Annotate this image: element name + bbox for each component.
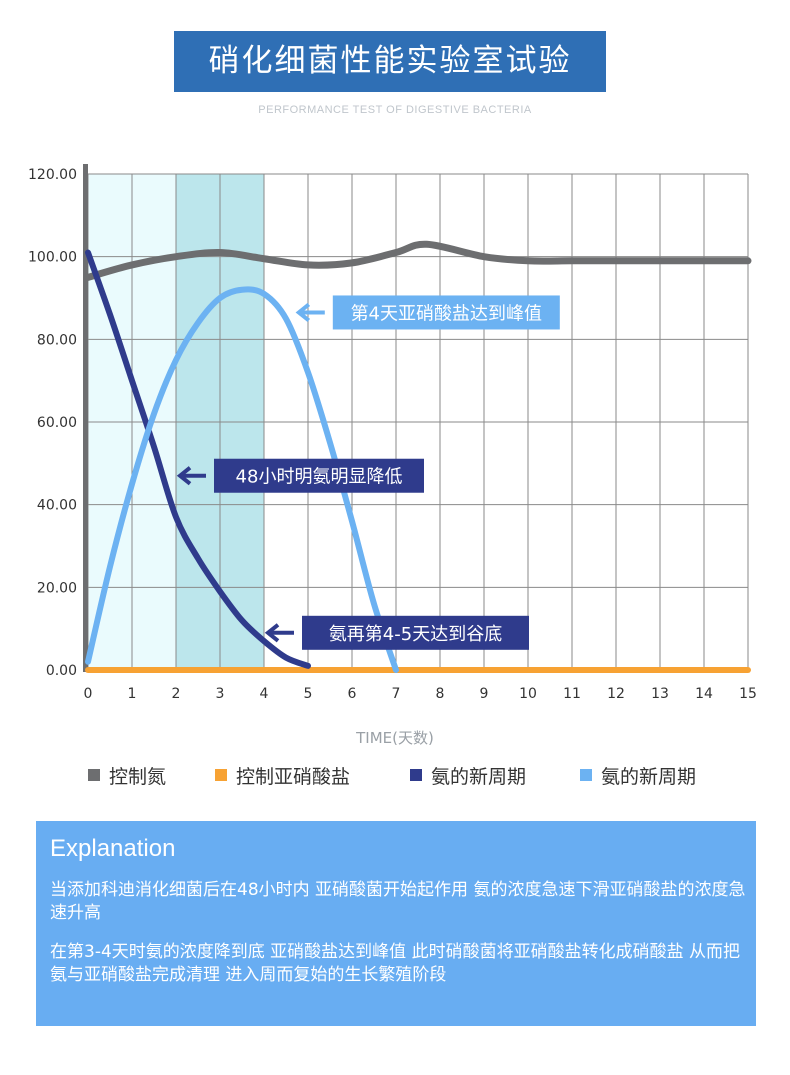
series-line-ammonia <box>85 249 311 669</box>
y-tick-label: 40.00 <box>37 498 77 514</box>
annotation-box <box>214 458 424 493</box>
legend-label: 氨的新周期 <box>431 765 527 788</box>
legend-label: 氨的新周期 <box>601 765 697 788</box>
explanation-paragraph-2: 在第3-4天时氨的浓度降到底 亚硝酸盐达到峰值 此时硝酸菌将亚硝酸盐转化成硝酸盐… <box>50 942 740 985</box>
annotation-text: 氨再第4-5天达到谷底 <box>329 624 502 645</box>
x-tick-label: 6 <box>348 686 357 702</box>
y-tick-label: 20.00 <box>37 580 77 596</box>
y-tick-label: 0.00 <box>46 663 77 679</box>
y-tick-label: 60.00 <box>37 415 77 431</box>
annotation-box <box>332 295 560 330</box>
x-tick-label: 9 <box>480 686 489 702</box>
legend-label: 控制氮 <box>109 765 167 788</box>
x-axis-label: TIME(天数) <box>356 729 434 747</box>
x-tick-label: 3 <box>216 686 225 702</box>
series-line-nitrite <box>85 286 399 673</box>
explanation-panel: Explanation 当添加科迪消化细菌后在48小时内 亚硝酸菌开始起作用 氨… <box>36 821 756 1026</box>
x-tick-label: 8 <box>436 686 445 702</box>
legend-item-nitrite-cycle: 氨的新周期 <box>580 760 696 790</box>
series-line-control-nitrogen <box>84 240 752 281</box>
x-tick-label: 14 <box>695 686 713 702</box>
x-tick-label: 13 <box>651 686 669 702</box>
chart-legend: 控制氮 控制亚硝酸盐 氨的新周期 氨的新周期 <box>0 760 790 790</box>
x-tick-label: 0 <box>84 686 93 702</box>
y-tick-label: 80.00 <box>37 332 77 348</box>
y-axis-line <box>83 164 88 672</box>
explanation-paragraph-1: 当添加科迪消化细菌后在48小时内 亚硝酸菌开始起作用 氨的浓度急速下滑亚硝酸盐的… <box>50 880 746 923</box>
annotation-text: 第4天亚硝酸盐达到峰值 <box>351 303 542 324</box>
page-title: 硝化细菌性能实验室试验 <box>174 31 606 92</box>
legend-item-control-nitrogen: 控制氮 <box>88 760 166 790</box>
x-tick-label: 1 <box>128 686 137 702</box>
x-tick-label: 5 <box>304 686 313 702</box>
legend-swatch <box>215 769 227 781</box>
legend-swatch <box>580 769 592 781</box>
x-tick-label: 7 <box>392 686 401 702</box>
explanation-title: Explanation <box>50 835 176 862</box>
x-tick-label: 10 <box>519 686 537 702</box>
annotation-arrow-head <box>264 623 280 643</box>
legend-item-control-nitrite: 控制亚硝酸盐 <box>215 760 350 790</box>
page-subtitle: PERFORMANCE TEST OF DIGESTIVE BACTERIA <box>258 104 532 116</box>
annotation-arrow-head <box>176 466 192 486</box>
legend-label: 控制亚硝酸盐 <box>236 765 351 788</box>
x-tick-label: 12 <box>607 686 625 702</box>
y-tick-label: 100.00 <box>28 250 77 266</box>
x-tick-label: 15 <box>739 686 757 702</box>
legend-swatch <box>410 769 422 781</box>
annotation-text: 48小时明氨明显降低 <box>236 467 403 488</box>
annotation-box <box>302 615 529 650</box>
x-tick-label: 2 <box>172 686 181 702</box>
x-tick-label: 11 <box>563 686 581 702</box>
legend-item-ammonia-cycle: 氨的新周期 <box>410 760 526 790</box>
x-tick-label: 4 <box>260 686 269 702</box>
legend-swatch <box>88 769 100 781</box>
y-tick-label: 120.00 <box>28 167 77 183</box>
annotation-arrow-head <box>295 302 311 323</box>
